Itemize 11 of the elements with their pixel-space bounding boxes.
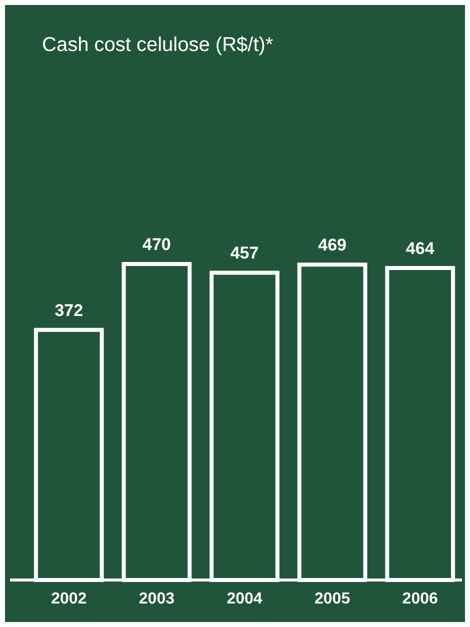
- data-label: 470: [142, 235, 171, 254]
- data-label: 469: [318, 236, 346, 255]
- x-tick-label: 2005: [314, 590, 350, 608]
- data-label: 372: [54, 300, 84, 320]
- data-label: 464: [406, 239, 435, 258]
- x-tick-label: 2003: [138, 590, 175, 608]
- x-tick-label: 2006: [402, 590, 438, 608]
- x-tick-label: 2002: [51, 590, 87, 608]
- data-label: 457: [230, 244, 259, 263]
- chart-title: Cash cost celulose (R$/t)*: [42, 34, 274, 56]
- x-tick-label: 2004: [226, 590, 262, 608]
